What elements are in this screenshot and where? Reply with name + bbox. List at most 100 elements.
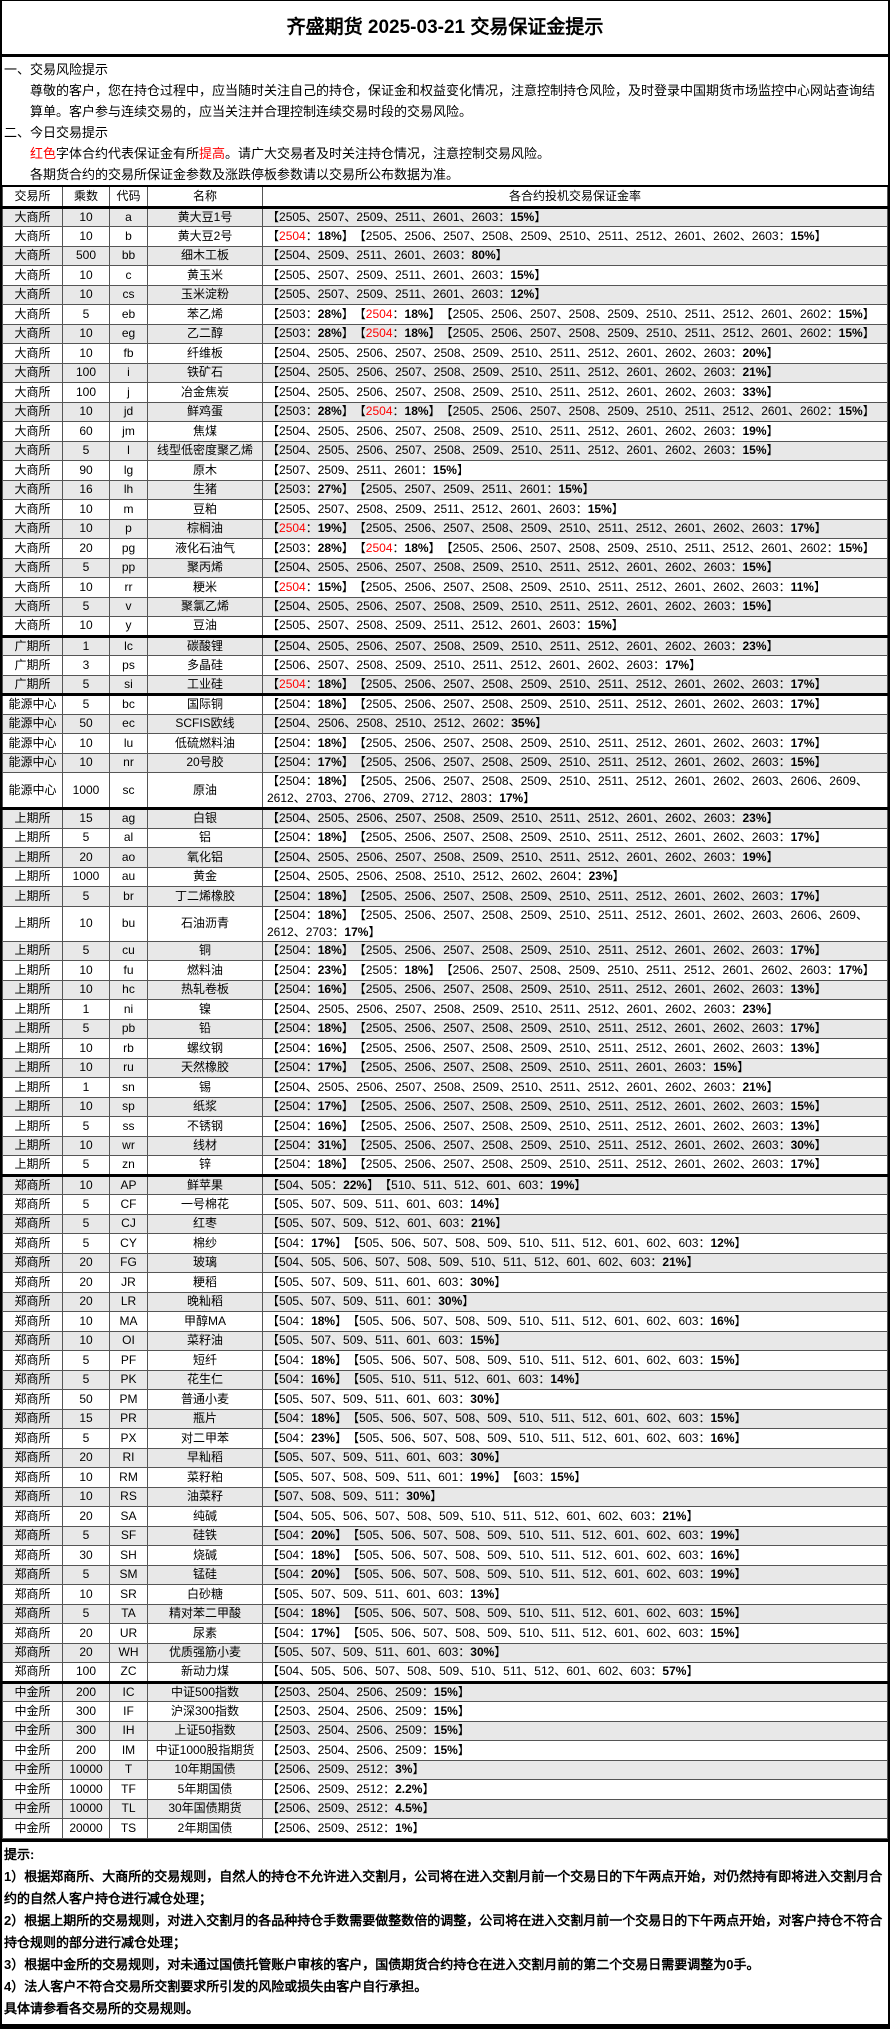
table-row: 郑商所 5 TA 精对苯二甲酸 【504：18%】 【505、506、507、508、50…	[2, 1603, 888, 1624]
margin-rate: 20%	[311, 1567, 336, 1582]
margin-rate-cell: 【504：18%】 【505、506、507、508、509、510、511、51…	[262, 1545, 888, 1566]
multiplier-cell: 10	[62, 226, 110, 247]
colon: ：	[383, 1801, 396, 1816]
rate-segment: 【2504、2505、2506、2508、2510、2512、2602、2604…	[267, 869, 625, 883]
margin-rate-cell: 【2504、2505、2506、2508、2510、2512、2602、2604…	[262, 866, 888, 887]
contract-months: 2505、2506、2507、2508、2509、2510、2511、2512、…	[365, 888, 779, 903]
bracket-open: 【	[446, 306, 453, 321]
margin-rate: 18%	[311, 1352, 336, 1367]
rate-segment: 【2505、2506、2507、2508、2509、2510、2511、2512…	[447, 307, 875, 321]
code-cell: FG	[109, 1252, 148, 1273]
margin-rate: 15%	[550, 1469, 575, 1484]
margin-rate: 14%	[550, 1372, 575, 1387]
contract-months: 2505、2506、2507、2508、2509、2510、2511、2512、…	[452, 540, 827, 555]
table-row: 郑商所 15 PR 瓶片 【504：18%】 【505、506、507、508、509、5…	[2, 1408, 888, 1429]
multiplier-cell: 10	[62, 905, 110, 942]
exchange-cell: 大商所	[2, 460, 63, 481]
exchange-cell: 郑商所	[2, 1213, 63, 1234]
bracket-open: 【	[267, 1801, 280, 1816]
margin-rate: 15%	[710, 1606, 735, 1621]
name-cell: 热轧卷板	[147, 979, 263, 1000]
colon: ：	[698, 1430, 711, 1445]
bracket-close: 】	[495, 1216, 508, 1231]
contract-months: 2506、2507、2508、2509、2510、2511、2512、2601、…	[279, 657, 654, 672]
margin-rate: 18%	[317, 1157, 342, 1172]
contract-months: 505、507、509、511、601、603	[279, 1450, 459, 1465]
name-cell: 螺纹钢	[147, 1038, 263, 1059]
table-row: 郑商所 10 AP 鲜苹果 【504、505：22%】 【510、511、512、601、…	[2, 1173, 888, 1195]
multiplier-cell: 5	[62, 1564, 110, 1585]
colon: ：	[299, 1352, 312, 1367]
bracket-open: 【	[359, 540, 366, 555]
colon: ：	[459, 1216, 472, 1231]
exchange-cell: 中金所	[2, 1759, 63, 1780]
bracket-close: 】	[766, 345, 779, 360]
multiplier-cell: 5	[62, 304, 110, 325]
multiplier-cell: 10	[62, 733, 110, 754]
exchange-cell: 大商所	[2, 499, 63, 520]
colon: ：	[778, 1118, 791, 1133]
name-cell: 新动力煤	[147, 1662, 263, 1683]
bracket-close: 】	[335, 1625, 348, 1640]
margin-rate: 15%	[433, 1742, 458, 1757]
rate-segment: 【2504、2505、2506、2507、2508、2509、2510、2511…	[267, 424, 779, 438]
rate-segment: 【2504：23%】	[267, 963, 354, 977]
rate-segment: 【2504：16%】	[267, 1041, 354, 1055]
rate-segment: 【2503：28%】	[267, 541, 354, 555]
rate-segment: 【505、506、507、508、509、510、511、512、601、602…	[353, 1411, 746, 1425]
bracket-close: 】	[412, 1762, 425, 1777]
bracket-open: 【	[267, 1021, 280, 1036]
bracket-close: 】	[814, 228, 827, 243]
contract-months: 2505、2506、2507、2508、2509、2510、2511、2512、…	[365, 1157, 779, 1172]
contract-months: 2504、2505、2506、2507、2508、2509、2510、2511、…	[279, 599, 731, 614]
rate-segment: 【2504、2505、2506、2507、2508、2509、2510、2511…	[267, 639, 779, 653]
colon: ：	[498, 267, 511, 282]
rate-segment: 【505、507、509、511、601、603：30%】	[267, 1645, 506, 1659]
exchange-cell: 广期所	[2, 655, 63, 676]
code-cell: pb	[109, 1018, 148, 1039]
contract-months: 2504	[365, 306, 393, 321]
margin-rate-cell: 【2504、2505、2506、2507、2508、2509、2510、2511…	[262, 440, 888, 461]
margin-rate-cell: 【2504：18%】 【2505、2506、2507、2508、2509、2510…	[262, 693, 888, 715]
page-title: 齐盛期货 2025-03-21 交易保证金提示	[2, 1, 888, 57]
code-cell: TL	[109, 1798, 148, 1819]
rate-segment: 【2505、2506、2507、2508、2509、2510、2511、2512…	[267, 774, 868, 805]
bracket-open: 【	[359, 962, 366, 977]
name-cell: 铁矿石	[147, 362, 263, 383]
exchange-cell: 郑商所	[2, 1194, 63, 1215]
name-cell: SCFIS欧线	[147, 713, 263, 734]
name-cell: 低硫燃料油	[147, 733, 263, 754]
code-cell: TA	[109, 1603, 148, 1624]
colon: ：	[778, 1021, 791, 1036]
bracket-close: 】	[341, 943, 354, 958]
multiplier-cell: 10	[62, 1173, 110, 1195]
rate-segment: 【2504：18%】	[267, 736, 354, 750]
bracket-close: 】	[814, 982, 827, 997]
footer-title: 提示:	[4, 1846, 35, 1862]
code-cell: SH	[109, 1545, 148, 1566]
rate-segment: 【2505、2507、2509、2511、2601、2603：15%】	[267, 210, 546, 224]
margin-rate-cell: 【2505、2507、2509、2511、2601、2603：15%】	[262, 265, 888, 286]
multiplier-cell: 60	[62, 421, 110, 442]
table-row: 上期所 15 ag 白银 【2504、2505、2506、2507、2508、2509、…	[2, 807, 888, 829]
margin-rate: 18%	[317, 697, 342, 712]
table-row: 大商所 5 eb 苯乙烯 【2503：28%】 【2504：18%】 【2505、2506、…	[2, 304, 888, 325]
margin-rate: 17%	[790, 735, 815, 750]
code-cell: sc	[109, 772, 148, 809]
margin-rate: 20%	[742, 345, 767, 360]
multiplier-cell: 300	[62, 1720, 110, 1741]
table-row: 上期所 5 br 丁二烯橡胶 【2504：18%】 【2505、2506、2507、250…	[2, 886, 888, 907]
colon: ：	[305, 306, 318, 321]
rate-segment: 【2505、2506、2507、2508、2509、2510、2511、2512…	[447, 404, 875, 418]
contract-months: 505、506、507、508、509、510、511、512、601、602、…	[359, 1547, 699, 1562]
colon: ：	[299, 1567, 312, 1582]
exchange-cell: 上期所	[2, 999, 63, 1020]
multiplier-cell: 10	[62, 499, 110, 520]
bracket-close: 】	[428, 306, 441, 321]
bracket-close: 】	[535, 716, 548, 731]
margin-rate-cell: 【504：18%】 【505、506、507、508、509、510、511、51…	[262, 1603, 888, 1624]
code-cell: LR	[109, 1291, 148, 1312]
code-cell: PR	[109, 1408, 148, 1429]
rate-segment: 【603：15%】	[512, 1470, 586, 1484]
bracket-close: 】	[341, 888, 354, 903]
